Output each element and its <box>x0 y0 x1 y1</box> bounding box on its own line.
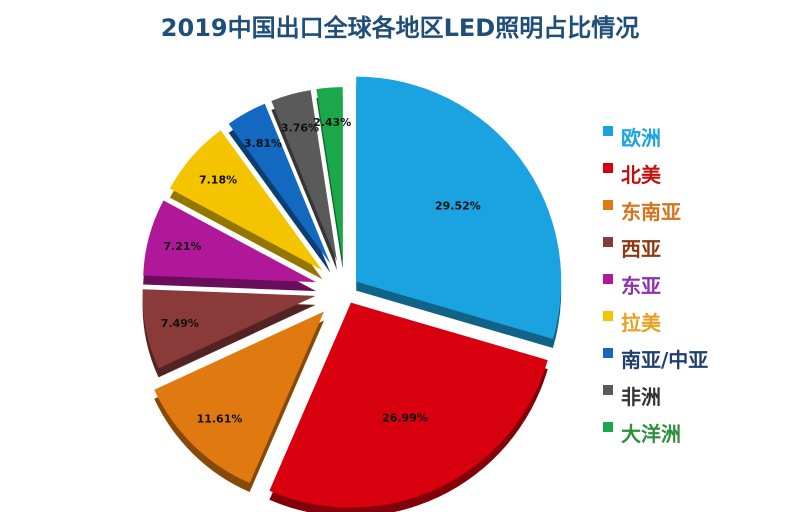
legend-label: 西亚 <box>621 237 661 261</box>
legend-label: 拉美 <box>621 311 661 335</box>
data-label-2: 11.61% <box>197 412 243 425</box>
legend-item: 东亚 <box>603 266 708 303</box>
slice-3 <box>142 289 316 369</box>
legend-swatch <box>603 125 613 136</box>
legend-item: 欧洲 <box>603 118 708 155</box>
data-label-7: 3.76% <box>281 122 319 135</box>
legend-label: 大洋洲 <box>621 422 681 446</box>
legend-swatch <box>603 273 613 284</box>
legend-item: 东南亚 <box>603 192 708 229</box>
data-label-1: 26.99% <box>382 412 428 425</box>
legend-item: 南亚/中亚 <box>603 340 708 377</box>
data-label-0: 29.52% <box>435 199 481 212</box>
data-label-4: 7.21% <box>163 240 201 253</box>
legend-label: 东南亚 <box>621 200 681 224</box>
legend-label: 北美 <box>621 163 661 187</box>
data-label-8: 2.43% <box>313 116 351 129</box>
slice-2 <box>154 311 325 484</box>
slice-7 <box>271 90 337 262</box>
data-label-5: 7.18% <box>199 173 237 186</box>
legend-swatch <box>603 310 613 321</box>
slice-5 <box>169 130 323 271</box>
legend-swatch <box>603 384 613 395</box>
slice-0 <box>356 76 562 340</box>
legend-label: 非洲 <box>621 385 661 409</box>
legend-item: 拉美 <box>603 303 708 340</box>
chart-title: 2019中国出口全球各地区LED照明占比情况 <box>160 14 640 42</box>
slice-1 <box>269 302 548 508</box>
legend-label: 欧洲 <box>621 126 661 150</box>
legend-item: 非洲 <box>603 377 708 414</box>
slice-8 <box>316 87 343 261</box>
data-label-6: 3.81% <box>244 137 282 150</box>
legend-swatch <box>603 421 613 432</box>
data-label-3: 7.49% <box>161 317 199 330</box>
legend-swatch <box>603 347 613 358</box>
legend-label: 南亚/中亚 <box>621 348 709 372</box>
slice-6 <box>228 103 331 264</box>
legend-item: 大洋洲 <box>603 414 708 451</box>
legend-swatch <box>603 236 613 247</box>
slice-4 <box>143 200 317 283</box>
legend-swatch <box>603 199 613 210</box>
legend-item: 西亚 <box>603 229 708 266</box>
legend-swatch <box>603 162 613 173</box>
legend-label: 东亚 <box>621 274 661 298</box>
legend: 欧洲北美东南亚西亚东亚拉美南亚/中亚非洲大洋洲 <box>603 118 708 451</box>
slice-side-7 <box>271 99 337 271</box>
legend-item: 北美 <box>603 155 708 192</box>
